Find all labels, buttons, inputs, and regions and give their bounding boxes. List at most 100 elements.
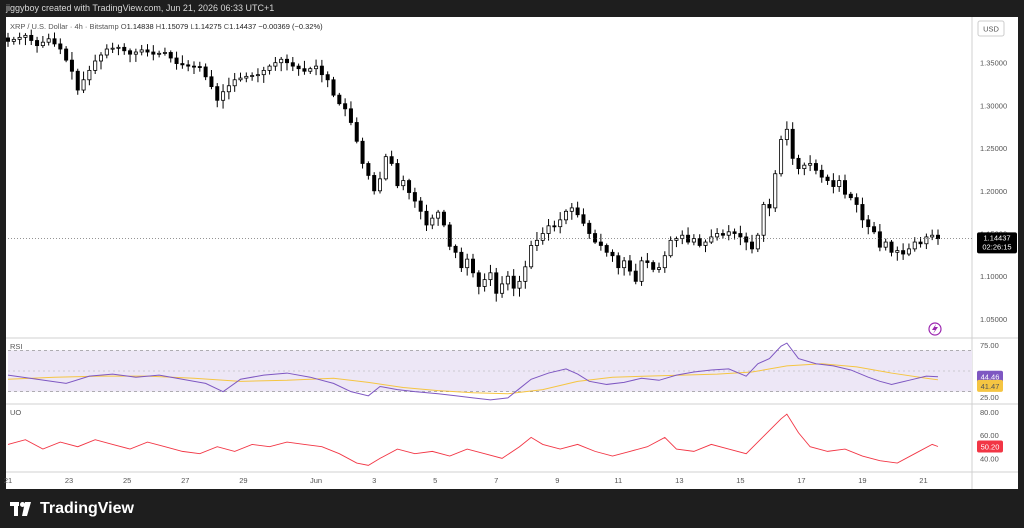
time-tick-label: 9 bbox=[555, 476, 559, 485]
candle-body-up bbox=[482, 279, 487, 287]
candle bbox=[314, 59, 319, 76]
candle-body-up bbox=[761, 204, 766, 236]
candle-body-up bbox=[261, 69, 266, 76]
candle-body-down bbox=[35, 40, 40, 47]
candle-body-down bbox=[122, 46, 127, 52]
candle-body-down bbox=[52, 38, 57, 45]
candle-body-down bbox=[720, 233, 725, 236]
candle bbox=[505, 271, 510, 291]
candle-body-down bbox=[186, 64, 191, 67]
price-tick-label: 1.10000 bbox=[980, 272, 1007, 281]
candle-body-down bbox=[145, 49, 150, 53]
candle bbox=[343, 98, 348, 117]
candle bbox=[354, 117, 359, 144]
candle bbox=[813, 159, 818, 175]
candle bbox=[697, 234, 702, 248]
candle bbox=[203, 63, 208, 81]
candle-body-down bbox=[412, 192, 417, 202]
candle-body-up bbox=[133, 51, 138, 55]
candle bbox=[674, 236, 679, 248]
candle bbox=[23, 33, 28, 46]
candle bbox=[331, 76, 336, 98]
candle bbox=[517, 275, 522, 297]
candle-body-down bbox=[284, 58, 289, 64]
candle bbox=[476, 270, 481, 295]
candle bbox=[901, 243, 906, 260]
candle bbox=[197, 61, 202, 72]
candle bbox=[633, 263, 638, 285]
candle bbox=[837, 175, 842, 192]
candle-body-down bbox=[366, 163, 371, 176]
candle-body-up bbox=[755, 234, 760, 250]
candle-body-down bbox=[877, 231, 882, 248]
candle bbox=[831, 173, 836, 194]
candle-body-down bbox=[651, 262, 656, 270]
time-tick-label: 21 bbox=[4, 476, 12, 485]
tradingview-brand[interactable]: TradingView bbox=[10, 500, 134, 518]
candle bbox=[64, 46, 69, 63]
candle-body-down bbox=[348, 108, 353, 123]
candle bbox=[110, 42, 115, 54]
candle bbox=[854, 193, 859, 213]
candle-body-down bbox=[69, 59, 74, 72]
candle-body-down bbox=[203, 66, 208, 78]
candle bbox=[610, 249, 615, 262]
candle bbox=[75, 68, 80, 95]
candle-body-up bbox=[715, 233, 720, 238]
candle bbox=[552, 220, 557, 232]
candle-body-up bbox=[546, 225, 551, 234]
candle-body-down bbox=[819, 169, 824, 178]
candle bbox=[848, 191, 853, 201]
candle bbox=[866, 215, 871, 235]
candle-body-down bbox=[575, 207, 580, 216]
candle-body-up bbox=[639, 260, 644, 282]
candle-body-down bbox=[587, 222, 592, 234]
candle-body-up bbox=[529, 245, 534, 268]
candle-body-up bbox=[622, 260, 627, 269]
candle-body-down bbox=[610, 251, 615, 257]
candle-body-down bbox=[581, 214, 586, 224]
candle bbox=[750, 234, 755, 254]
last-price-pill bbox=[977, 232, 1017, 254]
candle-body-down bbox=[848, 193, 853, 199]
candle-body-down bbox=[151, 51, 156, 55]
candle-body-down bbox=[697, 238, 702, 246]
candle-body-up bbox=[244, 75, 249, 79]
candle-body-down bbox=[360, 140, 365, 164]
change-value: −0.00369 (−0.32%) bbox=[258, 22, 323, 31]
price-tick-label: 1.05000 bbox=[980, 315, 1007, 324]
countdown-label: 02:26:15 bbox=[982, 242, 1011, 251]
candle bbox=[895, 246, 900, 261]
time-tick-label: 3 bbox=[372, 476, 376, 485]
rsi-tick-label: 75.00 bbox=[980, 341, 999, 350]
candle bbox=[627, 255, 632, 276]
candle bbox=[267, 64, 272, 75]
candle-body-up bbox=[837, 180, 842, 187]
candle-body-up bbox=[808, 163, 813, 166]
candle-body-down bbox=[872, 226, 877, 233]
candle-body-down bbox=[813, 163, 818, 171]
candle bbox=[558, 212, 563, 234]
candle-body-down bbox=[866, 219, 871, 228]
candle-body-up bbox=[250, 75, 255, 77]
candle bbox=[447, 221, 452, 251]
candle bbox=[808, 155, 813, 172]
candle-body-up bbox=[383, 156, 388, 180]
candle bbox=[186, 60, 191, 72]
candle-body-up bbox=[569, 207, 574, 212]
candle bbox=[523, 260, 528, 289]
candle bbox=[843, 174, 848, 199]
candle bbox=[709, 229, 714, 244]
candle-body-down bbox=[494, 272, 499, 294]
candle bbox=[29, 29, 34, 46]
candle bbox=[273, 56, 278, 71]
candle bbox=[302, 60, 307, 75]
candle bbox=[290, 56, 295, 72]
open-value: 1.14838 bbox=[127, 22, 156, 31]
candle bbox=[35, 36, 40, 53]
price-tick-label: 1.35000 bbox=[980, 59, 1007, 68]
candle bbox=[546, 218, 551, 241]
candle bbox=[128, 48, 133, 63]
rsi-ma-pill bbox=[977, 379, 1003, 392]
